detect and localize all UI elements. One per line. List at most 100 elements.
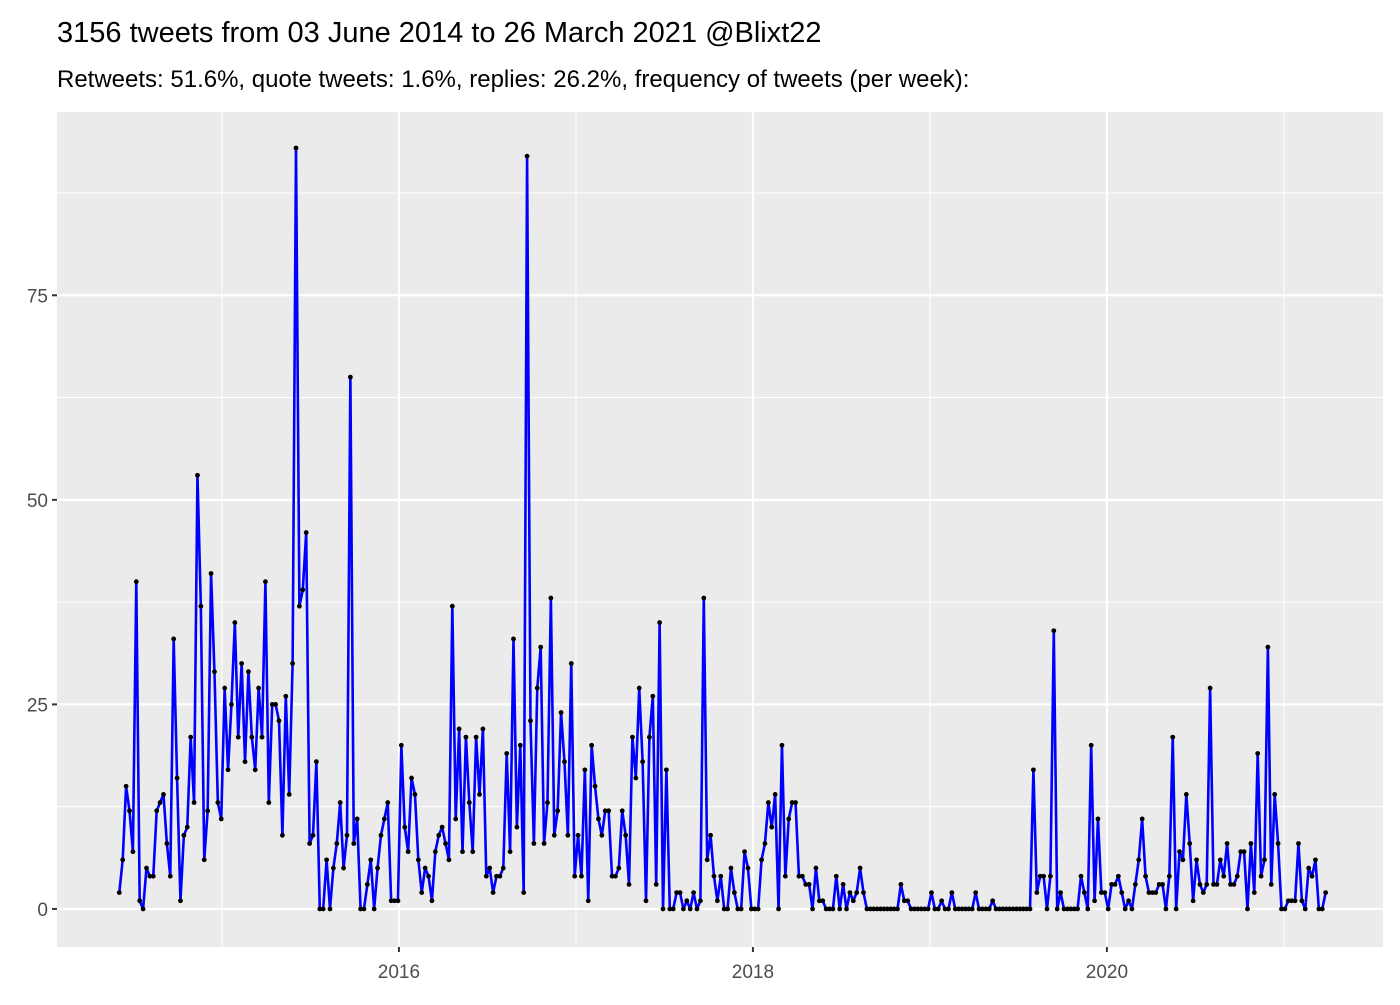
point <box>837 906 843 912</box>
point <box>432 849 438 855</box>
point <box>1102 890 1108 895</box>
point <box>313 759 319 765</box>
point <box>235 734 241 740</box>
point <box>1115 873 1121 879</box>
point <box>609 873 615 879</box>
point <box>1068 906 1074 912</box>
point <box>1323 890 1329 895</box>
point <box>596 816 601 822</box>
point <box>1285 898 1291 904</box>
point <box>1241 849 1247 855</box>
point <box>531 841 537 846</box>
point <box>847 890 853 895</box>
point <box>157 800 163 805</box>
point <box>820 898 826 904</box>
point <box>504 751 510 756</box>
point <box>381 816 387 822</box>
x-tick-label: 2020 <box>1086 962 1128 983</box>
point <box>1064 906 1070 912</box>
point <box>246 669 251 675</box>
point <box>273 701 279 707</box>
point <box>1014 906 1019 912</box>
point <box>803 882 809 887</box>
point <box>1282 906 1288 912</box>
point <box>579 873 584 879</box>
point <box>446 857 452 863</box>
point <box>935 906 941 912</box>
point <box>980 906 985 912</box>
point <box>259 734 265 740</box>
point <box>908 906 914 912</box>
point <box>1095 816 1101 822</box>
point <box>1238 849 1244 855</box>
point <box>555 808 561 814</box>
point <box>973 890 979 895</box>
point <box>249 734 255 740</box>
point <box>147 873 153 879</box>
point <box>881 906 887 912</box>
point <box>861 890 866 895</box>
point <box>613 873 618 879</box>
point <box>164 841 170 846</box>
point <box>378 832 384 838</box>
point <box>375 865 380 871</box>
point <box>1007 906 1013 912</box>
point <box>1279 906 1284 912</box>
point <box>891 906 897 912</box>
point <box>630 734 635 740</box>
point <box>636 685 642 691</box>
point <box>470 849 476 855</box>
point <box>664 767 669 773</box>
point <box>1234 873 1240 879</box>
point <box>1058 890 1063 895</box>
point <box>415 857 421 863</box>
point <box>1098 890 1104 895</box>
point <box>657 620 663 625</box>
point <box>694 906 700 912</box>
point <box>1245 906 1250 912</box>
point <box>1044 906 1050 912</box>
point <box>494 873 499 879</box>
point <box>582 767 588 773</box>
point <box>1197 882 1203 887</box>
point <box>867 906 873 912</box>
point <box>497 873 503 879</box>
point <box>667 906 673 912</box>
point <box>1105 906 1111 912</box>
point <box>256 685 262 691</box>
point <box>874 906 880 912</box>
point <box>942 906 948 912</box>
point <box>178 898 183 904</box>
point <box>1166 873 1172 879</box>
point <box>127 808 132 814</box>
point <box>606 808 612 814</box>
point <box>1061 906 1067 912</box>
point <box>371 906 377 912</box>
point <box>762 841 768 846</box>
point <box>633 775 639 781</box>
point <box>969 906 975 912</box>
point <box>738 906 744 912</box>
point <box>150 873 156 879</box>
point <box>816 898 822 904</box>
point <box>752 906 758 912</box>
point <box>167 873 173 879</box>
point <box>293 145 299 151</box>
point <box>643 898 649 904</box>
point <box>351 841 357 846</box>
point <box>697 898 703 904</box>
point <box>286 792 292 797</box>
point <box>677 890 683 895</box>
point <box>453 816 459 822</box>
point <box>1010 906 1016 912</box>
point <box>426 873 431 879</box>
point <box>1183 792 1189 797</box>
point <box>1180 857 1186 863</box>
point <box>551 832 557 838</box>
point <box>385 800 391 805</box>
point <box>1136 857 1142 863</box>
point <box>725 906 730 912</box>
point <box>154 808 160 814</box>
point <box>171 636 177 642</box>
